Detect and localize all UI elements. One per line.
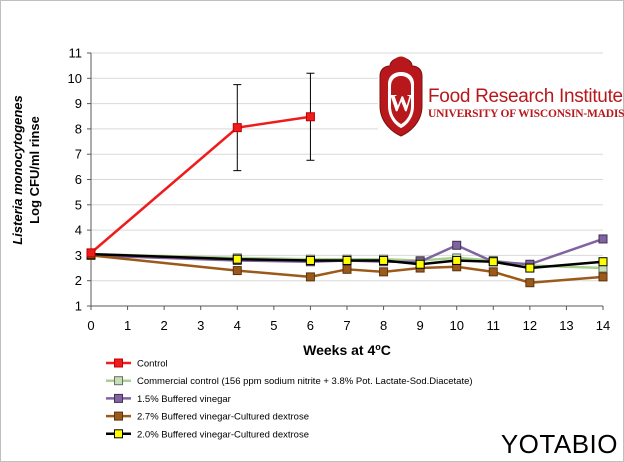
legend-label-3: 2.7% Buffered vinegar-Cultured dextrose: [137, 412, 309, 423]
data-point-2-6: [452, 240, 462, 250]
data-point-0-2: [305, 112, 315, 122]
x-tick-label-6: 6: [307, 318, 314, 333]
data-point-3-9: [598, 272, 608, 282]
food-research-institute-logo: W Food Research Institute UNIVERSITY OF …: [378, 56, 624, 140]
data-point-4-6: [452, 255, 462, 265]
data-point-4-2: [305, 255, 315, 265]
y-axis-title: Listeria monocytogenes Log CFU/ml rinse: [10, 95, 42, 245]
x-tick-label-8: 8: [380, 318, 387, 333]
y-tick-label-9: 9: [75, 96, 82, 111]
crest-letter: W: [389, 91, 413, 117]
legend-marker-2: [114, 393, 123, 403]
logo-subtitle: UNIVERSITY OF WISCONSIN-MADISON: [428, 108, 624, 120]
uw-crest-icon: W: [379, 56, 423, 137]
series-layer: [86, 72, 608, 288]
data-point-3-4: [379, 267, 389, 277]
x-tick-label-12: 12: [523, 318, 537, 333]
legend: Control Commercial control (156 ppm sodiu…: [106, 358, 473, 440]
y-tick-label-4: 4: [75, 223, 82, 238]
x-tick-label-13: 13: [559, 318, 573, 333]
x-tick-label-5: 5: [270, 318, 277, 333]
data-point-4-5: [415, 259, 425, 269]
logo-title: Food Research Institute: [428, 86, 623, 107]
data-point-0-0: [86, 248, 96, 258]
data-point-4-9: [598, 257, 608, 267]
data-point-4-4: [379, 255, 389, 265]
y-tick-label-1: 1: [75, 299, 82, 314]
series-line-4: [90, 252, 604, 270]
series-line-0: [90, 115, 311, 254]
data-point-3-7: [488, 267, 498, 277]
y-tick-label-3: 3: [75, 248, 82, 263]
y-axis-title-line1: Listeria monocytogenes: [10, 95, 25, 245]
data-point-3-1: [232, 266, 242, 276]
data-point-4-3: [342, 255, 352, 265]
x-tick-label-1: 1: [124, 318, 131, 333]
data-point-3-2: [305, 272, 315, 282]
x-tick-label-0: 0: [87, 318, 94, 333]
legend-label-2: 1.5% Buffered vinegar: [137, 394, 231, 405]
y-tick-label-2: 2: [75, 273, 82, 288]
legend-label-1: Commercial control (156 ppm sodium nitri…: [137, 376, 473, 387]
data-point-4-8: [525, 263, 535, 273]
legend-marker-1: [114, 376, 123, 386]
x-tick-label-9: 9: [417, 318, 424, 333]
data-point-3-8: [525, 278, 535, 288]
data-point-4-7: [488, 257, 498, 267]
y-tick-label-7: 7: [75, 147, 82, 162]
y-tick-label-8: 8: [75, 121, 82, 136]
legend-marker-3: [114, 411, 123, 421]
y-tick-label-11: 11: [69, 46, 83, 61]
data-point-3-3: [342, 264, 352, 274]
yotabio-watermark: YOTABIO: [500, 429, 618, 459]
series-0: [86, 72, 315, 258]
x-tick-label-14: 14: [596, 318, 610, 333]
legend-marker-0: [114, 358, 123, 368]
y-tick-label-10: 10: [68, 71, 82, 86]
axes: [87, 52, 604, 310]
data-point-4-1: [232, 254, 242, 264]
x-tick-label-11: 11: [487, 318, 501, 333]
x-tick-label-2: 2: [161, 318, 168, 333]
y-tick-label-5: 5: [75, 197, 82, 212]
legend-label-0: Control: [137, 359, 168, 370]
data-point-0-1: [232, 123, 242, 133]
y-tick-labels: 1 2 3 4 5 6 7 8 9 10 11: [68, 46, 82, 314]
y-tick-label-6: 6: [75, 172, 82, 187]
x-tick-label-7: 7: [343, 318, 350, 333]
data-point-2-9: [598, 234, 608, 244]
y-axis-title-line2: Log CFU/ml rinse: [27, 116, 42, 224]
series-4: [86, 249, 608, 273]
x-tick-label-3: 3: [197, 318, 204, 333]
x-tick-labels: 0 1 2 3 4 5 6 7 8 9 10 11 12 13 14: [87, 318, 610, 333]
legend-marker-4: [114, 429, 123, 439]
x-axis-title: Weeks at 4oC: [303, 342, 391, 358]
x-tick-label-10: 10: [449, 318, 463, 333]
legend-label-4: 2.0% Buffered vinegar-Cultured dextrose: [137, 429, 309, 440]
x-tick-label-4: 4: [234, 318, 241, 333]
series-line-3: [90, 254, 604, 284]
